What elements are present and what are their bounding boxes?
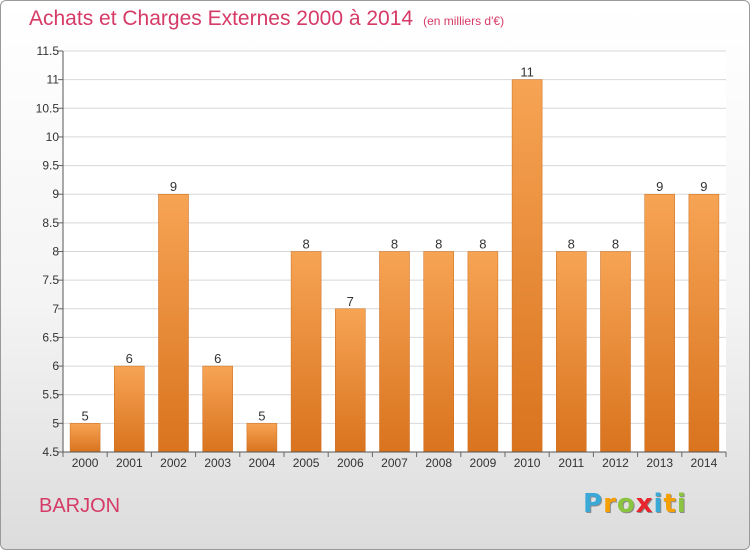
bar-2011 xyxy=(556,251,587,453)
y-tick-label: 11.5 xyxy=(37,44,60,58)
x-tick-label-2006: 2006 xyxy=(337,456,364,470)
bar-2001 xyxy=(114,365,145,453)
x-tick-label-2013: 2013 xyxy=(646,456,673,470)
data-label-2002: 9 xyxy=(170,179,177,194)
bar-2000 xyxy=(69,423,101,453)
data-label-2005: 8 xyxy=(302,237,309,252)
logo-letter: o xyxy=(616,489,636,519)
proxiti-logo: Proxiti xyxy=(583,489,687,519)
bar-2012 xyxy=(600,251,631,453)
data-label-2000: 5 xyxy=(81,408,88,423)
data-label-2011: 8 xyxy=(568,237,575,252)
bar-2006 xyxy=(335,308,366,453)
y-tick-label: 4.5 xyxy=(42,445,59,459)
x-tick-label-2010: 2010 xyxy=(514,456,541,470)
logo-letter: r xyxy=(603,489,617,519)
data-label-2013: 9 xyxy=(656,179,663,194)
y-tick-label: 11 xyxy=(47,73,60,87)
chart-title-text: Achats et Charges Externes 2000 à 2014 xyxy=(29,7,414,30)
x-tick-label-2004: 2004 xyxy=(249,456,276,470)
logo-letter: x xyxy=(635,489,654,519)
data-label-2014: 9 xyxy=(700,179,707,194)
x-axis: 2000 2001 2002 2003 2004 2005 2006 2007 2008 2009… xyxy=(62,451,727,470)
y-tick-label: 6 xyxy=(52,359,59,373)
data-label-2004: 5 xyxy=(258,408,265,423)
bar-2007 xyxy=(379,251,410,453)
y-tick-label: 6.5 xyxy=(42,330,59,344)
logo-letter: i xyxy=(676,489,687,519)
x-tick-label-2009: 2009 xyxy=(470,456,497,470)
bar-2010 xyxy=(511,79,543,453)
bars xyxy=(69,79,720,453)
data-label-2012: 8 xyxy=(612,237,619,252)
logo-letter: i xyxy=(653,489,664,519)
x-tick-label-2008: 2008 xyxy=(425,456,452,470)
x-tick-label-2011: 2011 xyxy=(558,456,584,470)
data-label-2003: 6 xyxy=(214,351,221,366)
x-tick-label-2002: 2002 xyxy=(160,456,187,470)
y-tick-label: 7.5 xyxy=(42,273,59,287)
y-tick-label: 10 xyxy=(46,130,60,144)
data-label-2001: 6 xyxy=(126,351,133,366)
x-tick-label-2003: 2003 xyxy=(204,456,231,470)
chart-subtitle: (en milliers d'€) xyxy=(423,14,505,28)
logo-letter: P xyxy=(583,489,604,519)
y-tick-label: 10.5 xyxy=(36,101,60,115)
y-tick-label: 8.5 xyxy=(42,216,59,230)
data-label-2010: 11 xyxy=(520,65,534,80)
y-tick-label: 8 xyxy=(52,245,59,259)
y-tick-label: 7 xyxy=(52,302,59,316)
data-label-2006: 7 xyxy=(347,294,354,309)
y-tick-label: 9 xyxy=(52,187,59,201)
bar-2008 xyxy=(423,251,454,453)
x-tick-label-2007: 2007 xyxy=(381,456,408,470)
y-axis: 4.5 5 5.5 6 6.5 7 7.5 8 8.5 9 9.5 10 10.5 11 11.5 xyxy=(36,44,64,459)
bar-2013 xyxy=(644,193,675,453)
x-tick-label-2005: 2005 xyxy=(293,456,320,470)
y-tick-label: 9.5 xyxy=(42,159,59,173)
bar-2003 xyxy=(202,365,233,453)
x-tick-label-2000: 2000 xyxy=(72,456,99,470)
data-label-2007: 8 xyxy=(391,237,398,252)
data-label-2009: 8 xyxy=(479,237,486,252)
bar-2004 xyxy=(246,423,278,453)
bar-2005 xyxy=(290,251,322,453)
bar-2009 xyxy=(467,251,499,453)
logo-letter: t xyxy=(663,489,677,519)
data-label-2008: 8 xyxy=(435,237,442,252)
entity-name: BARJON xyxy=(39,495,121,517)
y-tick-label: 5.5 xyxy=(42,388,59,402)
bar-2002 xyxy=(158,193,189,453)
x-tick-label-2001: 2001 xyxy=(116,456,143,470)
bar-2014 xyxy=(688,193,720,453)
y-tick-label: 5 xyxy=(52,416,59,430)
x-tick-label-2014: 2014 xyxy=(691,456,718,470)
x-tick-label-2012: 2012 xyxy=(602,456,629,470)
chart-title: Achats et Charges Externes 2000 à 2014 (e… xyxy=(29,7,504,31)
data-labels: 5 6 9 6 5 8 7 8 8 8 11 8 8 9 9 xyxy=(81,65,707,424)
